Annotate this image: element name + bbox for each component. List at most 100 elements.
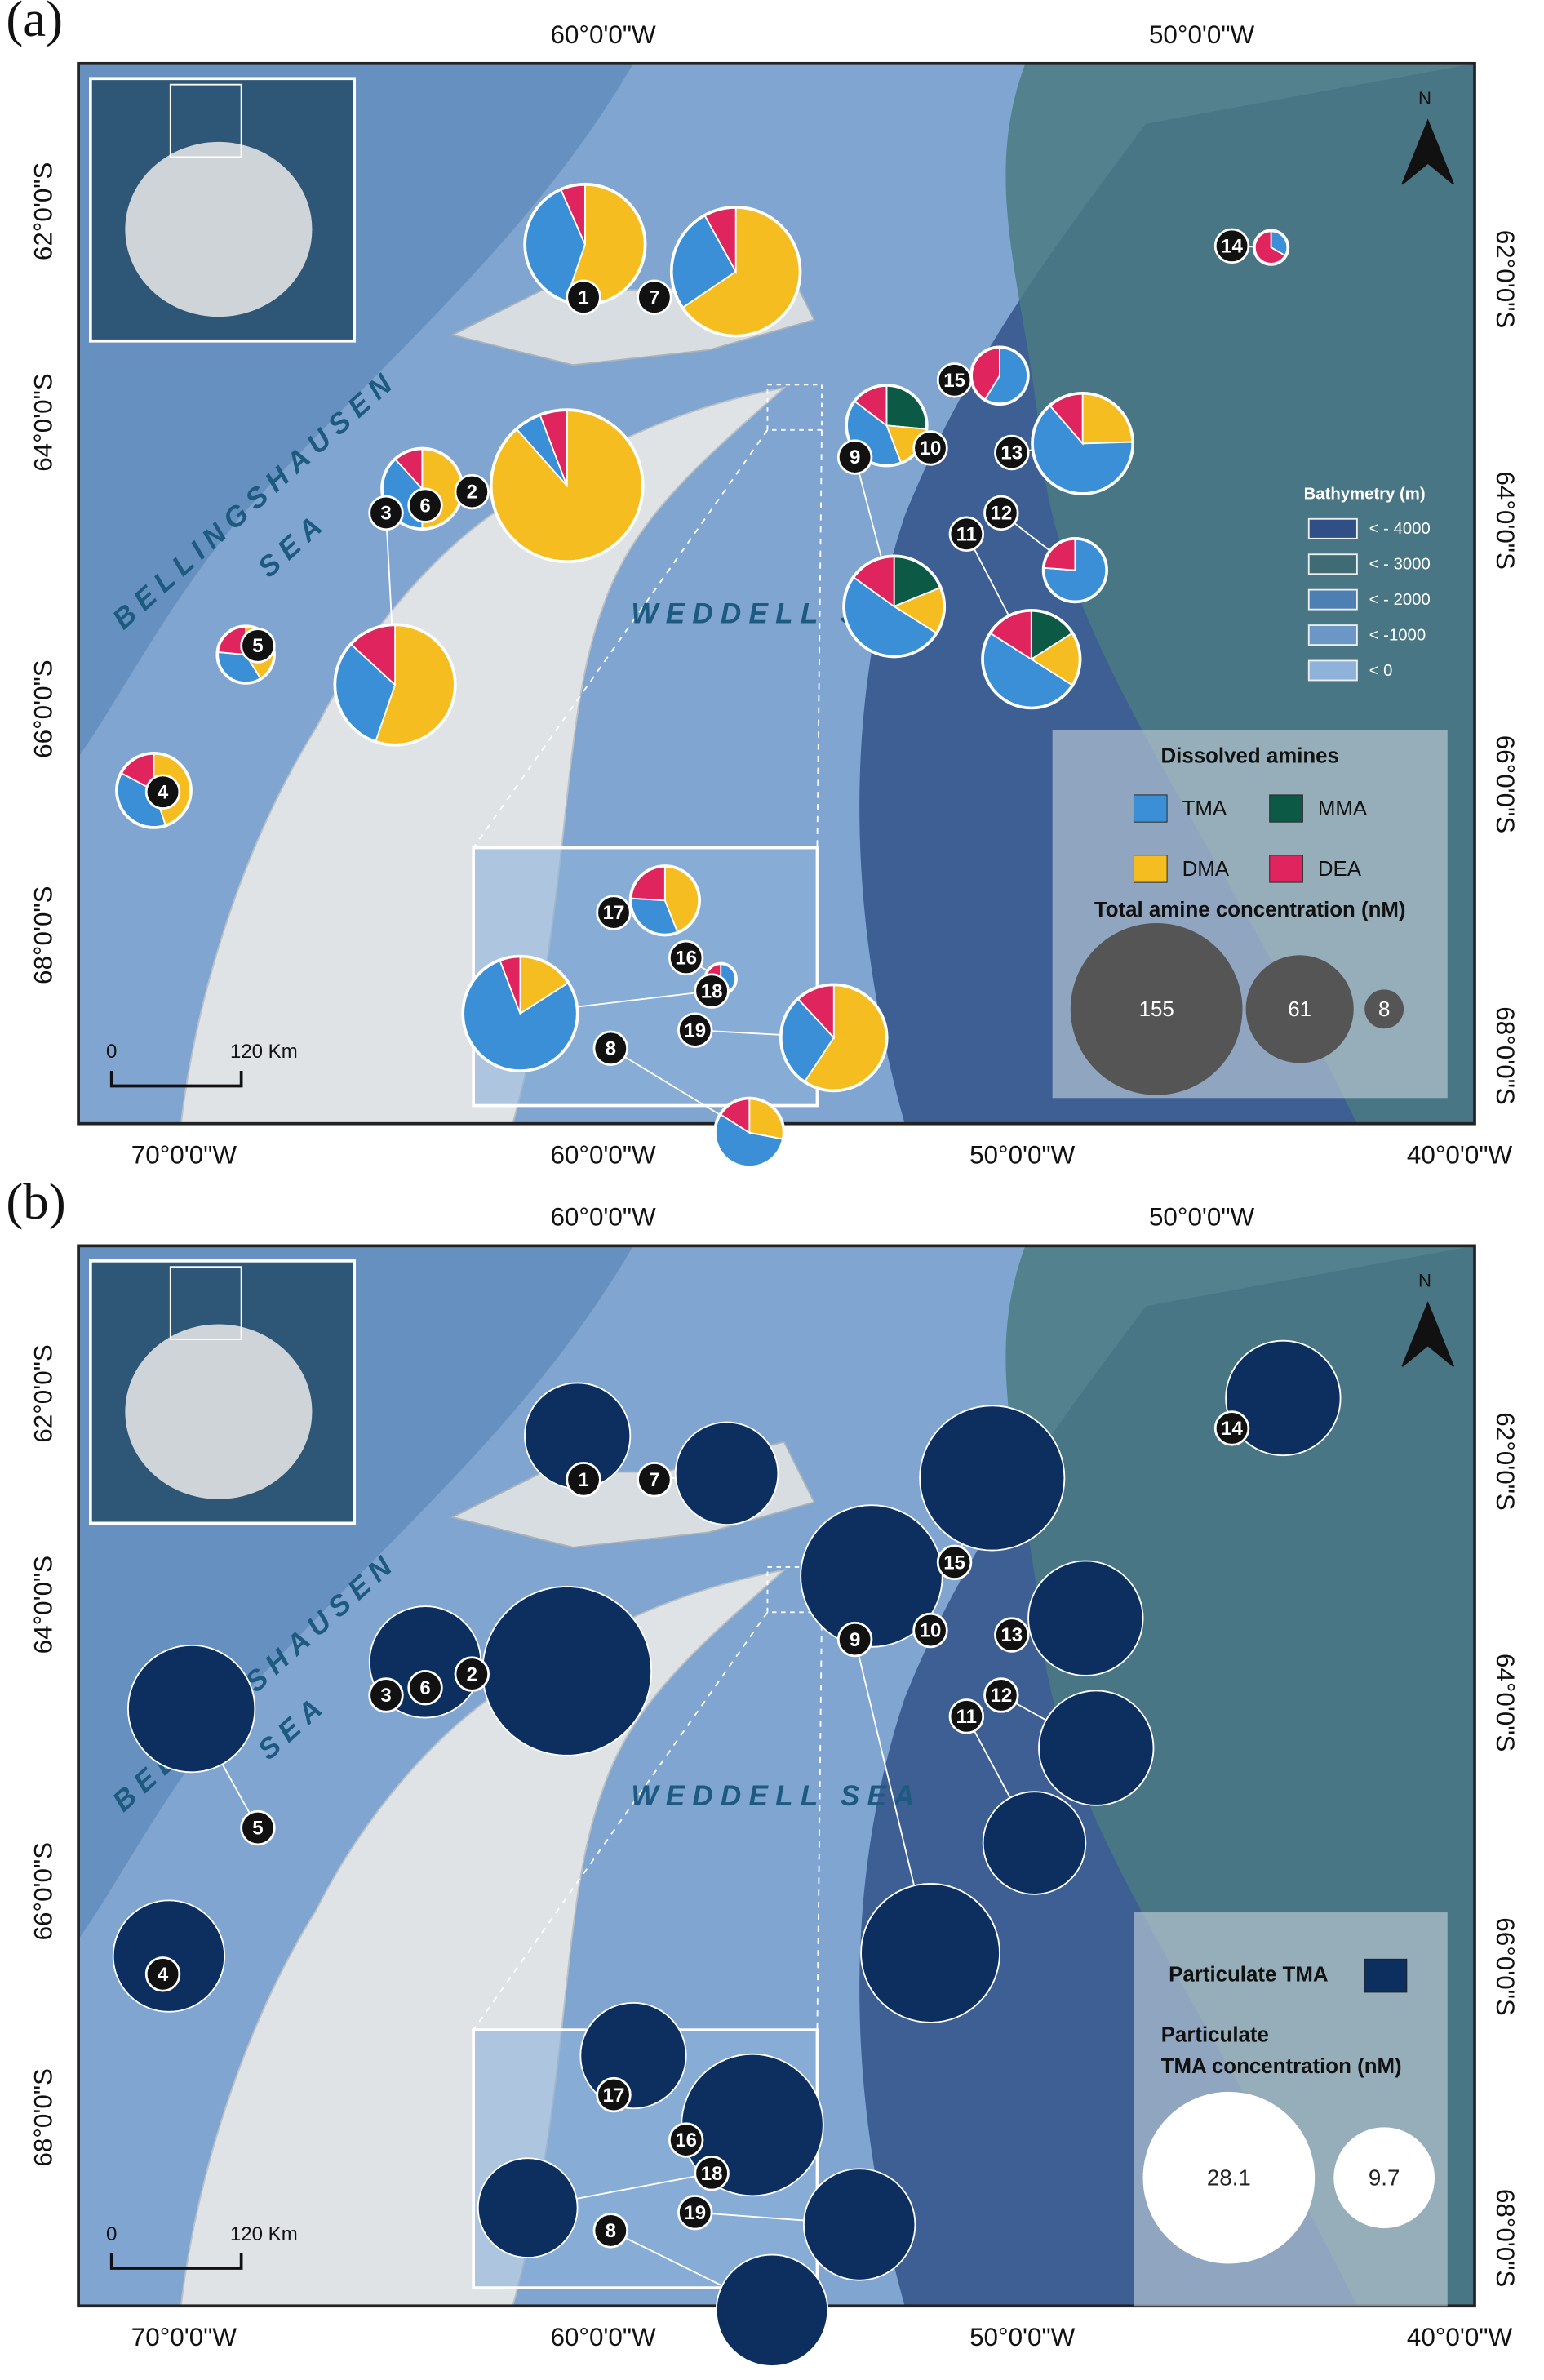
axis-label: 64°0'0"S <box>29 1556 58 1654</box>
panel-label: (a) <box>6 0 63 47</box>
bathymetry-label: < 0 <box>1369 662 1393 680</box>
station-label: 7 <box>649 286 659 309</box>
bathymetry-swatch <box>1307 588 1358 611</box>
station-marker <box>983 495 1019 531</box>
station-marker <box>1213 1410 1250 1446</box>
pie-outline <box>1253 229 1290 266</box>
station-marker <box>836 1621 873 1658</box>
tma-circle <box>1038 1690 1155 1806</box>
pie-outline <box>115 751 193 829</box>
sea-label: WEDDELL SEA <box>631 1780 921 1812</box>
axis-label: 50°0'0"W <box>969 1141 1076 1170</box>
pie-outline <box>842 554 947 659</box>
axis-label: 62°0'0"S <box>29 162 58 261</box>
station-marker <box>668 2122 704 2158</box>
legend-title: Particulate TMA <box>1169 1963 1328 1986</box>
station-marker <box>668 939 704 976</box>
size-circle <box>1364 989 1404 1029</box>
station-marker <box>407 1670 443 1706</box>
legend-swatch <box>1133 855 1168 883</box>
size-circle <box>1245 955 1354 1063</box>
station-marker <box>454 1656 490 1692</box>
station-label: 13 <box>1000 1624 1023 1646</box>
station-marker <box>836 439 873 475</box>
station-label: 3 <box>380 1685 391 1707</box>
station-label: 15 <box>943 370 965 392</box>
dashed-link <box>473 1611 769 2031</box>
size-circle <box>1142 2091 1316 2264</box>
size-label: 155 <box>1139 998 1174 1021</box>
legend-swatch <box>1269 855 1303 883</box>
tma-circle <box>127 1644 256 1774</box>
legend-label: TMA <box>1182 797 1227 820</box>
station-label: 17 <box>603 902 625 924</box>
size-legend-title: TMA concentration (nM) <box>1161 2055 1402 2078</box>
station-label: 19 <box>684 1019 706 1041</box>
station-label: 12 <box>990 503 1012 525</box>
legend-title: Dissolved amines <box>1160 745 1338 768</box>
axis-label: 66°0'0"S <box>29 1842 58 1941</box>
station-marker <box>936 1544 973 1581</box>
station-label: 5 <box>252 635 263 657</box>
station-marker <box>677 2195 713 2231</box>
axis-label: 66°0'0"S <box>1491 735 1520 834</box>
station-label: 18 <box>701 980 723 1002</box>
tma-circle <box>860 1883 1000 2023</box>
tma-circle <box>477 2157 579 2259</box>
size-circle <box>1070 922 1243 1095</box>
station-label: 8 <box>606 2220 616 2242</box>
bathymetry-swatch <box>1307 517 1358 539</box>
station-marker <box>240 628 276 664</box>
scale-label: 120 Km <box>230 2223 298 2245</box>
scale-bar <box>109 1071 243 1088</box>
size-label: 61 <box>1288 998 1311 1021</box>
station-marker <box>637 279 672 315</box>
tma-circle <box>1225 1339 1342 1457</box>
station-marker <box>936 362 973 398</box>
pie-outline <box>215 624 276 685</box>
tma-circle <box>674 1421 779 1526</box>
legend-swatch <box>1269 794 1303 823</box>
station-label: 5 <box>252 1818 263 1840</box>
station-label: 4 <box>158 1964 169 1986</box>
north-label: N <box>1418 1271 1431 1291</box>
dashed-link <box>816 429 823 848</box>
station-label: 6 <box>419 1677 430 1699</box>
axis-label: 70°0'0"W <box>131 2323 237 2351</box>
station-label: 1 <box>578 1469 588 1491</box>
station-label: 10 <box>920 1620 942 1642</box>
dashed-link <box>473 429 769 849</box>
axis-label: 40°0'0"W <box>1407 2323 1513 2351</box>
pie-outline <box>489 408 645 564</box>
pie-outline <box>1031 391 1135 495</box>
antarctica <box>125 1324 313 1499</box>
station-marker <box>694 2155 730 2191</box>
axis-label: 62°0'0"S <box>1491 1412 1520 1511</box>
station-marker <box>912 430 948 466</box>
station-marker <box>144 774 181 810</box>
tma-circle <box>982 1791 1087 1895</box>
size-circle <box>1333 2127 1435 2229</box>
station-marker <box>368 1677 404 1713</box>
axis-label: 60°0'0"W <box>550 2323 656 2351</box>
legend-label: MMA <box>1318 797 1368 820</box>
tma-circle <box>919 1405 1066 1552</box>
station-marker <box>677 1012 713 1048</box>
overview-box <box>169 83 242 158</box>
legend-label: DEA <box>1318 858 1362 881</box>
station-marker <box>566 1462 601 1498</box>
size-label: 28.1 <box>1207 2165 1251 2190</box>
scale-label: 0 <box>106 1041 117 1063</box>
station-label: 6 <box>419 495 430 517</box>
legend-label: DMA <box>1182 858 1230 881</box>
peninsula <box>180 386 787 1125</box>
legend-title: Bathymetry (m) <box>1304 486 1426 504</box>
station-marker <box>240 1809 276 1846</box>
station-marker <box>368 495 404 531</box>
stations <box>115 182 1290 1169</box>
bathymetry-swatch <box>1307 659 1358 682</box>
station-marker <box>948 1698 985 1734</box>
station-marker <box>592 2213 629 2249</box>
station-label: 7 <box>649 1469 659 1491</box>
scale-label: 120 Km <box>230 1041 298 1063</box>
